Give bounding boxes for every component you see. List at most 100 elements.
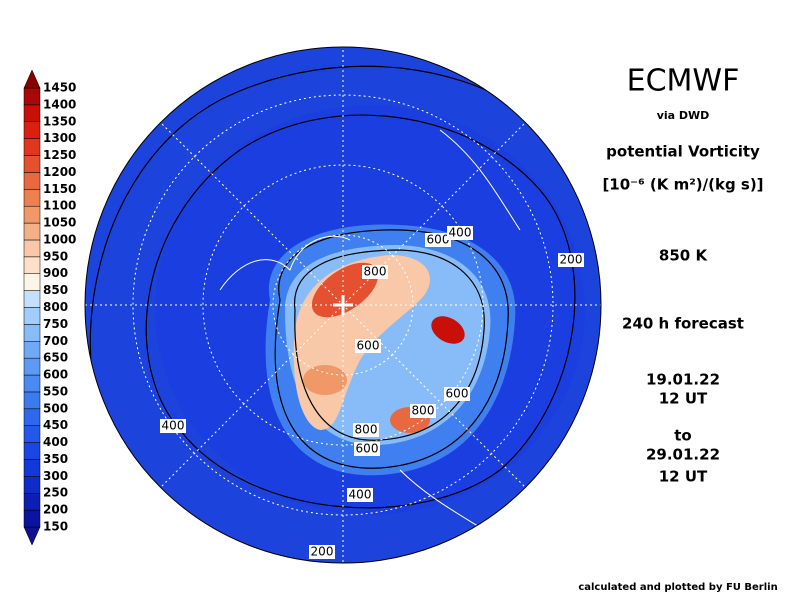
forecast: 240 h forecast	[622, 315, 744, 333]
colorbar-band	[23, 492, 41, 511]
colorbar-band	[23, 459, 41, 477]
colorbar-band	[23, 391, 41, 410]
contour-label-box	[444, 387, 470, 401]
colorbar-band	[23, 172, 41, 190]
footer: calculated and plotted by FU Berlin	[578, 582, 777, 593]
contour-label: 600	[357, 339, 380, 353]
colorbar-label: 850	[43, 283, 68, 297]
contour-label: 600	[427, 233, 450, 247]
colorbar-label: 650	[43, 351, 68, 365]
contour-label-box	[362, 265, 388, 279]
contour-label-box	[558, 253, 584, 267]
colorbar-label: 950	[43, 249, 68, 263]
contour-label-box	[447, 226, 473, 240]
colorbar-label: 1450	[43, 81, 76, 95]
colorbar-label: 550	[43, 384, 68, 398]
colorbar-band	[23, 189, 41, 207]
colorbar-band	[23, 256, 41, 274]
colorbar-label: 500	[43, 401, 68, 415]
colorbar-band	[23, 104, 41, 123]
colorbar-label: 900	[43, 266, 68, 280]
pv-max	[303, 365, 347, 395]
pv-max	[311, 262, 379, 318]
colorbar-band	[23, 374, 41, 393]
contour-label-box	[410, 404, 436, 418]
end-time: 12 UT	[659, 468, 708, 486]
contours	[89, 65, 581, 509]
colorbar-band	[23, 425, 41, 443]
colorbar-label: 400	[43, 435, 68, 449]
contour-label: 600	[446, 387, 469, 401]
contour-label: 200	[311, 545, 334, 559]
contour-label: 800	[355, 423, 378, 437]
colorbar-label: 1300	[43, 131, 76, 145]
colorbar-label: 250	[43, 486, 68, 500]
colorbar-band	[23, 307, 41, 325]
contour-label-box	[347, 488, 373, 502]
contour-label: 800	[412, 404, 435, 418]
contour-label-box	[354, 442, 380, 456]
polar-map	[85, 47, 601, 563]
colorbar-label: 1400	[43, 97, 76, 111]
colorbar-band	[23, 341, 41, 359]
colorbar-label: 1200	[43, 165, 76, 179]
to: to	[674, 427, 691, 445]
units: [10⁻⁶ (K m²)/(kg s)]	[602, 176, 763, 194]
contour-label: 200	[560, 253, 583, 267]
map-border	[84, 46, 602, 564]
start-time: 12 UT	[659, 390, 708, 408]
colorbar-band	[23, 138, 41, 156]
colorbar-label: 1000	[43, 232, 76, 246]
contour-label: 400	[449, 226, 472, 240]
contour-label: 400	[162, 419, 185, 433]
contour-label: 800	[364, 265, 387, 279]
colorbar-band	[23, 357, 41, 376]
variable: potential Vorticity	[606, 143, 760, 161]
contour-label-box	[309, 545, 335, 559]
colorbar-label: 800	[43, 300, 68, 314]
colorbar-band	[23, 273, 41, 291]
colorbar-triangle	[23, 69, 41, 89]
colorbar-label: 150	[43, 520, 68, 534]
colorbar-band	[23, 324, 41, 342]
level: 850 K	[659, 247, 709, 265]
colorbar-label: 300	[43, 469, 68, 483]
colorbar-band	[23, 222, 41, 241]
colorbar-band	[23, 509, 41, 528]
colorbar-label: 600	[43, 368, 68, 382]
colorbar-label: 1350	[43, 114, 76, 128]
start-date: 19.01.22	[646, 371, 720, 389]
colorbar-band	[23, 87, 41, 106]
colorbar-band	[23, 442, 41, 460]
colorbar-label: 1050	[43, 216, 76, 230]
colorbar-label: 350	[43, 452, 68, 466]
pv-max	[431, 316, 465, 344]
colorbar-label: 1250	[43, 148, 76, 162]
colorbar-triangle	[23, 526, 41, 546]
source: via DWD	[657, 109, 710, 122]
colorbar-label: 750	[43, 317, 68, 331]
colorbar-band	[23, 476, 41, 494]
contour-label-box	[425, 233, 451, 247]
colorbar-label: 450	[43, 418, 68, 432]
contour-label-box	[160, 419, 186, 433]
title: ECMWF	[627, 64, 740, 99]
colorbar-label: 1150	[43, 182, 76, 196]
colorbar-band	[23, 121, 41, 139]
colorbar-band	[23, 155, 41, 173]
colorbar: 150 200 250 300 350 400 450 500 550 600 650 700 750 8…	[23, 69, 76, 546]
colorbar-band	[23, 408, 41, 426]
colorbar-band	[23, 290, 41, 308]
pole-marker	[333, 295, 353, 315]
colorbar-label: 700	[43, 334, 68, 348]
contour-label: 400	[349, 488, 372, 502]
colorbar-band	[23, 239, 41, 258]
contour-label-box	[355, 339, 381, 353]
contour-label: 600	[356, 442, 379, 456]
contour-label-box	[353, 423, 379, 437]
colorbar-label: 1100	[43, 199, 76, 213]
colorbar-band	[23, 205, 41, 224]
colorbar-label: 200	[43, 503, 68, 517]
